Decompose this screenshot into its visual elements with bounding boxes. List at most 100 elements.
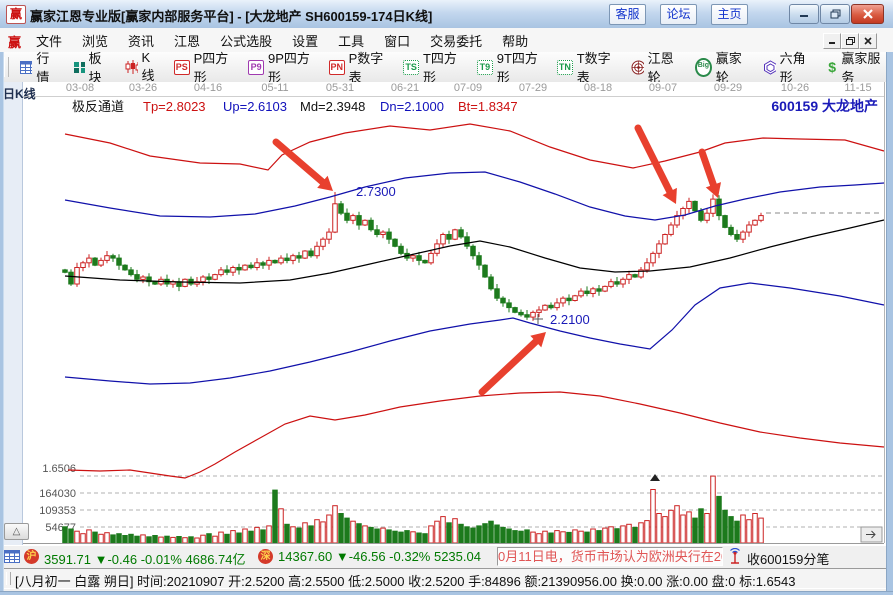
candle: [584, 290, 590, 295]
candle: [146, 276, 152, 283]
toolbar-hexagon-button[interactable]: 六角形: [756, 51, 820, 85]
toolbar-winner-wheel-button[interactable]: Big 赢家轮: [688, 51, 756, 85]
volume-bar: [380, 527, 386, 544]
toolbar-label: 9T四方形: [496, 51, 538, 85]
candle: [398, 245, 404, 254]
close-icon: [862, 9, 873, 19]
toolbar-p-number-button[interactable]: PN P数字表: [322, 51, 396, 85]
menu-window[interactable]: 窗口: [384, 33, 411, 49]
menu-tools[interactable]: 工具: [338, 33, 365, 49]
period-tab[interactable]: 日K线: [3, 87, 36, 101]
candle: [152, 281, 158, 285]
volume-bar: [440, 516, 446, 544]
menu-file[interactable]: 文件: [36, 33, 63, 49]
menu-logo-icon: 赢: [8, 35, 22, 50]
volume-axis-label: 1.6506: [42, 463, 76, 475]
channel-line-Bt: [67, 391, 885, 479]
toolbar-quotes-button[interactable]: 行情: [13, 51, 66, 85]
expand-volume-button[interactable]: △: [4, 523, 29, 540]
menu-settings[interactable]: 设置: [292, 33, 319, 49]
candle: [542, 304, 548, 311]
volume-bar: [746, 519, 752, 544]
restore-icon: [830, 9, 840, 19]
candle: [758, 215, 764, 221]
volume-bar: [572, 529, 578, 544]
news-ticker[interactable]: 0月11日电，货币市场认为欧洲央行在20: [497, 547, 723, 566]
date-tick: 05-31: [326, 82, 354, 94]
candle: [236, 267, 242, 271]
volume-bar: [542, 530, 548, 544]
candle: [86, 257, 92, 264]
shenzhen-index-icon[interactable]: 深: [258, 549, 273, 564]
volume-bar: [578, 530, 584, 544]
table-icon: [19, 60, 33, 74]
toolbar-t-number-button[interactable]: TN T数字表: [550, 51, 624, 85]
minimize-button[interactable]: [789, 4, 819, 24]
volume-bar: [596, 530, 602, 544]
toolbar-kline-button[interactable]: K线: [118, 50, 167, 83]
candle: [716, 198, 722, 217]
volume-bar: [734, 520, 740, 544]
volume-bar: [410, 531, 416, 544]
toolbar-winner-service-button[interactable]: $ 赢家服务: [820, 51, 893, 85]
scroll-right-button[interactable]: [860, 526, 883, 543]
volume-bar: [194, 537, 200, 544]
arrow-head: [705, 182, 721, 198]
candle: [218, 269, 224, 276]
toolbar-label: K线: [141, 50, 155, 83]
candle: [638, 269, 644, 278]
close-button[interactable]: [851, 4, 884, 24]
volume-bar: [218, 531, 224, 544]
candle: [416, 255, 422, 261]
customer-service-button[interactable]: 客服: [609, 4, 646, 25]
menu-help[interactable]: 帮助: [502, 33, 529, 49]
volume-bar: [554, 530, 560, 544]
volume-bar: [686, 511, 692, 544]
candle: [212, 274, 218, 280]
menu-browse[interactable]: 浏览: [82, 33, 109, 49]
mdi-close-button[interactable]: [859, 33, 877, 49]
candle: [326, 231, 332, 240]
volume-bar: [374, 528, 380, 544]
candle: [596, 288, 602, 292]
candle: [482, 264, 488, 278]
info-bar: [八月初一 白露 朔日] 时间:20210907 开:2.5200 高:2.55…: [0, 566, 893, 591]
mdi-minimize-button[interactable]: [823, 33, 841, 49]
volume-bar: [506, 528, 512, 544]
candle: [98, 259, 104, 266]
toolbar-9t-square-button[interactable]: T9 9T四方形: [470, 51, 550, 85]
kline-chart[interactable]: 03-08 03-26 04-16 05-11 05-31 06-21 07-09 07-29…: [0, 82, 893, 545]
candle: [440, 234, 446, 245]
volume-bar: [302, 522, 308, 544]
volume-bar: [200, 534, 206, 544]
tick-feed-status: 收600159分笔: [747, 552, 830, 567]
toolbar-t-square-button[interactable]: TS T四方形: [396, 51, 470, 85]
candle: [116, 257, 122, 266]
candle: [92, 257, 98, 266]
mdi-restore-button[interactable]: [841, 33, 859, 49]
candle: [290, 255, 296, 261]
arrow-head: [530, 332, 546, 348]
toolbar-9p-square-button[interactable]: P9 9P四方形: [241, 51, 322, 85]
candle: [476, 255, 482, 266]
forum-button[interactable]: 论坛: [660, 4, 697, 25]
toolbar-gann-wheel-button[interactable]: 江恩轮: [624, 51, 688, 85]
volume-bar: [722, 509, 728, 544]
menu-formula-stockpick[interactable]: 公式选股: [220, 33, 273, 49]
toolbar-sectors-button[interactable]: 板块: [66, 51, 118, 85]
toolbar-p-square-button[interactable]: PS P四方形: [167, 51, 241, 85]
indicator-value: Bt=1.8347: [458, 99, 518, 114]
candle: [488, 276, 494, 290]
hexagon-icon: [763, 59, 776, 75]
candle: [302, 250, 308, 259]
volume-bar: [368, 526, 374, 544]
shanghai-index-icon[interactable]: 沪: [24, 549, 39, 564]
menu-gann[interactable]: 江恩: [174, 33, 201, 49]
menu-news[interactable]: 资讯: [128, 33, 155, 49]
volume-bar: [536, 533, 542, 544]
homepage-button[interactable]: 主页: [711, 4, 748, 25]
menu-trade[interactable]: 交易委托: [430, 33, 483, 49]
toolbar-label: 江恩轮: [647, 51, 674, 85]
restore-button[interactable]: [820, 4, 850, 24]
